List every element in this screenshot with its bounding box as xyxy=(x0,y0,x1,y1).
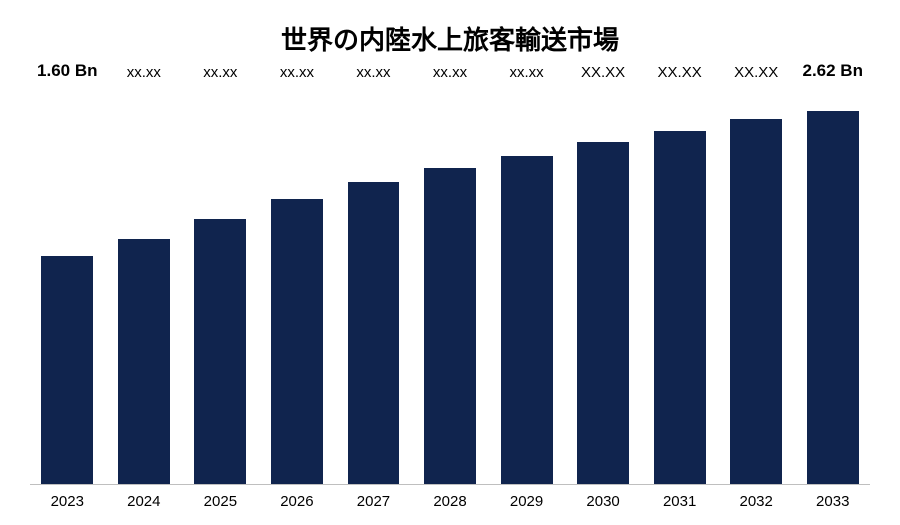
bar xyxy=(348,182,400,484)
bars-row: 1.60 Bnxx.xxxx.xxxx.xxxx.xxxx.xxxx.xxXX.… xyxy=(30,85,870,485)
bar-col: xx.xx xyxy=(493,85,560,484)
bar-wrap: XX.XX xyxy=(570,142,637,484)
bar-col: 1.60 Bn xyxy=(34,85,101,484)
bar xyxy=(118,239,170,484)
bar-value-label: xx.xx xyxy=(127,64,161,81)
bar-wrap: xx.xx xyxy=(417,168,484,484)
xaxis-label: 2025 xyxy=(187,487,254,515)
bar-value-label: XX.XX xyxy=(734,64,778,81)
bar-wrap: xx.xx xyxy=(493,156,560,484)
bar-value-label: xx.xx xyxy=(356,64,390,81)
bar-value-label: XX.XX xyxy=(658,64,702,81)
bar-wrap: xx.xx xyxy=(187,219,254,484)
bar-value-label: XX.XX xyxy=(581,64,625,81)
xaxis-label: 2023 xyxy=(34,487,101,515)
bar-col: xx.xx xyxy=(187,85,254,484)
bar xyxy=(271,199,323,484)
plot-area: 1.60 Bnxx.xxxx.xxxx.xxxx.xxxx.xxxx.xxXX.… xyxy=(30,85,870,515)
bar-col: xx.xx xyxy=(264,85,331,484)
bar xyxy=(654,131,706,484)
bar xyxy=(730,119,782,484)
bar-wrap: xx.xx xyxy=(264,199,331,484)
bar-col: xx.xx xyxy=(111,85,178,484)
xaxis-label: 2030 xyxy=(570,487,637,515)
chart-title: 世界の内陸水上旅客輸送市場 xyxy=(30,20,870,57)
bar-wrap: XX.XX xyxy=(723,119,790,484)
xaxis-label: 2026 xyxy=(264,487,331,515)
bar-col: XX.XX xyxy=(723,85,790,484)
bar-col: xx.xx xyxy=(340,85,407,484)
bar-col: xx.xx xyxy=(417,85,484,484)
bar-value-label: xx.xx xyxy=(203,64,237,81)
bar-value-label: xx.xx xyxy=(509,64,543,81)
bar xyxy=(41,256,93,484)
bar-wrap: 2.62 Bn xyxy=(799,111,866,484)
bar-wrap: XX.XX xyxy=(646,131,713,484)
bar-value-label: 1.60 Bn xyxy=(37,61,97,81)
bar-col: XX.XX xyxy=(570,85,637,484)
chart-container: 世界の内陸水上旅客輸送市場 1.60 Bnxx.xxxx.xxxx.xxxx.x… xyxy=(0,0,900,525)
bar-value-label: xx.xx xyxy=(433,64,467,81)
bar xyxy=(194,219,246,484)
bar-wrap: 1.60 Bn xyxy=(34,256,101,484)
xaxis-label: 2031 xyxy=(646,487,713,515)
bar xyxy=(577,142,629,484)
xaxis-label: 2028 xyxy=(417,487,484,515)
bar-value-label: 2.62 Bn xyxy=(802,61,862,81)
bar-value-label: xx.xx xyxy=(280,64,314,81)
bar-wrap: xx.xx xyxy=(340,182,407,484)
bar xyxy=(501,156,553,484)
xaxis-label: 2033 xyxy=(799,487,866,515)
xaxis-label: 2032 xyxy=(723,487,790,515)
xaxis-label: 2024 xyxy=(111,487,178,515)
bar-col: XX.XX xyxy=(646,85,713,484)
bar xyxy=(807,111,859,484)
xaxis-row: 2023 2024 2025 2026 2027 2028 2029 2030 2031 2032… xyxy=(30,487,870,515)
bar xyxy=(424,168,476,484)
xaxis-label: 2029 xyxy=(493,487,560,515)
xaxis-label: 2027 xyxy=(340,487,407,515)
bar-col: 2.62 Bn xyxy=(799,85,866,484)
bar-wrap: xx.xx xyxy=(111,239,178,484)
